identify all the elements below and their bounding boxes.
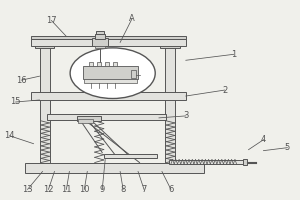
Text: 15: 15 [11, 97, 21, 106]
Bar [95, 46, 105, 48]
Bar [92, 38, 108, 46]
Ellipse shape [70, 48, 155, 99]
Bar [78, 119, 93, 123]
Bar [243, 159, 247, 165]
Bar [83, 66, 138, 79]
Bar [89, 62, 93, 66]
Bar [77, 116, 101, 121]
Text: 6: 6 [168, 185, 174, 194]
Text: 17: 17 [46, 16, 57, 25]
Text: 4: 4 [261, 135, 266, 144]
Bar [113, 62, 117, 66]
Text: 3: 3 [183, 111, 188, 120]
Bar [130, 70, 136, 78]
Text: 5: 5 [285, 143, 290, 152]
Bar [96, 31, 104, 34]
Bar [160, 44, 180, 48]
Bar [31, 36, 186, 39]
Bar [165, 47, 175, 163]
Bar [25, 163, 204, 173]
Text: 13: 13 [22, 185, 33, 194]
Text: 1: 1 [231, 50, 236, 59]
Bar [84, 79, 136, 83]
Bar [169, 160, 244, 164]
Text: A: A [129, 14, 135, 23]
Bar [35, 44, 54, 48]
Bar [31, 92, 186, 100]
Text: 2: 2 [222, 86, 227, 95]
Bar [97, 62, 101, 66]
Text: 16: 16 [16, 76, 27, 85]
Text: 14: 14 [4, 131, 15, 140]
Bar [104, 154, 158, 158]
Text: 12: 12 [43, 185, 54, 194]
Bar [40, 47, 50, 163]
Text: 10: 10 [79, 185, 90, 194]
Bar [31, 39, 186, 46]
Bar [47, 114, 166, 120]
Text: 9: 9 [100, 185, 105, 194]
Bar [95, 34, 105, 39]
Bar [105, 62, 109, 66]
Text: 8: 8 [120, 185, 126, 194]
Text: 11: 11 [61, 185, 72, 194]
Text: 7: 7 [141, 185, 147, 194]
